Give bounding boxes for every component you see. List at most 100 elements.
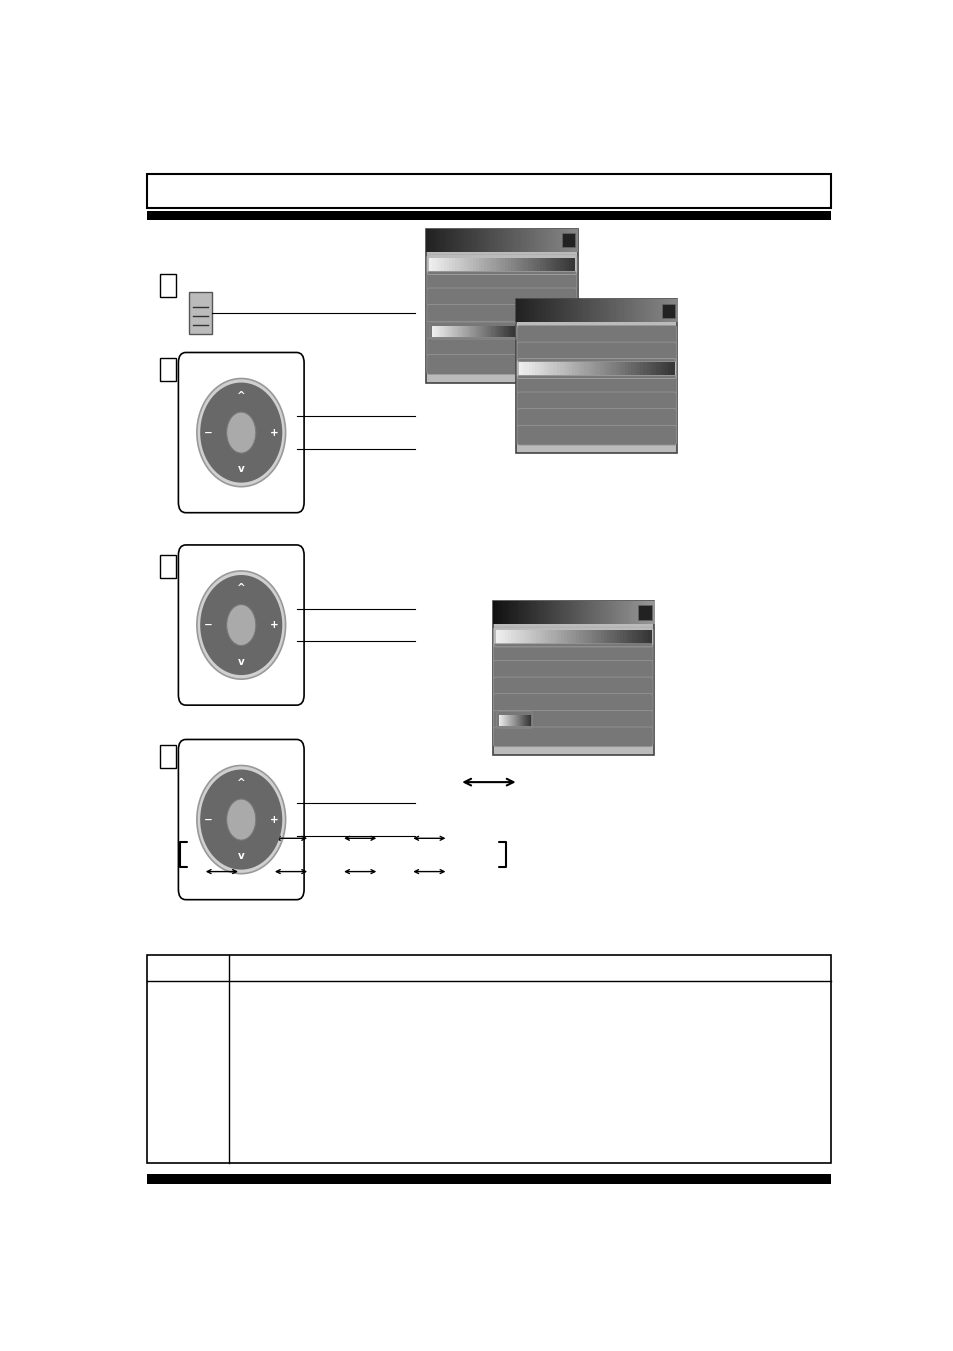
Bar [618,601,621,624]
Bar [438,326,440,336]
Bar [578,630,582,644]
Bar [597,601,600,624]
Bar [562,362,566,376]
Bar [479,326,481,336]
Bar [527,715,529,725]
Bar [570,228,573,251]
Bar [582,630,586,644]
FancyBboxPatch shape [517,392,676,412]
Bar [589,601,592,624]
Bar [619,630,623,644]
Bar [463,326,465,336]
Bar [498,715,500,725]
Bar [647,630,651,644]
Bar [624,362,628,376]
Bar [516,300,677,454]
Bar [527,228,530,251]
Bar [501,630,505,644]
Bar [548,630,552,644]
Bar [655,362,659,376]
Bar [651,601,654,624]
Bar [443,258,447,272]
Bar [509,715,510,725]
Bar [547,228,550,251]
Bar [519,715,521,725]
Bar [495,630,499,644]
Bar [491,326,493,336]
Bar [612,362,616,376]
Bar [432,326,434,336]
Bar [437,258,441,272]
Text: ^: ^ [236,584,245,593]
Bar [520,630,524,644]
Bar [595,630,598,644]
Bar [649,362,653,376]
Bar [491,228,495,251]
Bar [622,630,626,644]
Bar [583,601,587,624]
Bar [564,228,568,251]
Bar [498,630,502,644]
FancyBboxPatch shape [517,326,676,346]
Bar [548,300,552,323]
Bar [523,715,524,725]
Circle shape [227,412,255,453]
Bar [476,228,479,251]
Bar [504,326,506,336]
Bar [474,228,476,251]
Bar [496,326,498,336]
Bar [473,326,475,336]
Bar [639,362,643,376]
Bar [557,258,560,272]
Text: −: − [203,427,213,438]
Bar [453,326,456,336]
Bar [629,601,633,624]
Bar [517,228,519,251]
Bar [627,362,631,376]
Bar [588,630,592,644]
Bar [513,258,517,272]
Bar [645,601,648,624]
Bar [605,601,608,624]
Bar [517,715,518,725]
Bar [476,326,478,336]
Bar [475,326,476,336]
Bar [508,715,509,725]
Bar [523,630,527,644]
Bar [570,630,574,644]
Bar [500,715,502,725]
Bar [486,326,488,336]
Bar [671,362,675,376]
Bar [436,228,439,251]
Bar [457,258,461,272]
Bar [160,744,176,767]
Bar [560,630,564,644]
Bar [576,601,578,624]
Bar [499,715,500,725]
Bar [426,228,429,251]
Bar [558,300,562,323]
Bar [525,715,526,725]
Bar [512,228,515,251]
Bar [514,630,517,644]
Bar [511,715,512,725]
Bar [493,258,497,272]
Text: −: − [203,815,213,824]
Bar [565,362,569,376]
Bar [562,228,565,251]
Bar [549,601,552,624]
Bar [481,228,484,251]
Bar [580,300,583,323]
Ellipse shape [200,770,282,870]
Bar [504,715,506,725]
Bar [639,300,642,323]
Bar [507,326,510,336]
Bar [147,1174,830,1183]
Bar [484,326,487,336]
Bar [500,326,503,336]
Bar [621,362,625,376]
Bar [563,630,567,644]
Bar [568,258,572,272]
Bar [661,362,665,376]
Bar [551,300,554,323]
